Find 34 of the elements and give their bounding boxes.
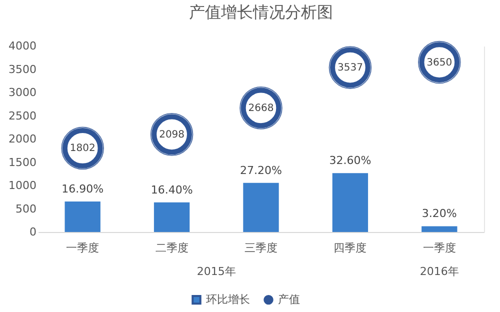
bar: [243, 182, 279, 232]
x-tick-label: 二季度: [155, 242, 188, 254]
x-tick-label: 一季度: [66, 242, 100, 254]
data-label: 27.20%: [240, 164, 282, 177]
y-tick-label: 500: [16, 202, 36, 216]
data-label: 2668: [248, 102, 274, 114]
y-tick-label: 2000: [8, 132, 36, 146]
text: 2016年: [420, 265, 459, 278]
data-label: 1802: [70, 143, 96, 154]
y-tick-label: 3000: [8, 86, 36, 99]
bar: [154, 202, 190, 232]
data-label: 16.40%: [150, 183, 193, 196]
x-tick-label: 四季度: [334, 242, 367, 254]
data-label: 32.60%: [329, 154, 372, 168]
data-label: 2098: [159, 129, 185, 140]
chart-title: 产值增长情况分析图: [189, 2, 333, 22]
legend-label: 产值: [278, 292, 300, 306]
text: 2015年: [196, 265, 236, 278]
y-tick-label: 1000: [8, 179, 36, 192]
data-label: 3650: [426, 57, 452, 68]
y-tick-label: 3500: [8, 62, 36, 76]
y-tick-label: 1500: [8, 156, 36, 169]
data-label: 3537: [337, 62, 363, 74]
y-tick-label: 0: [30, 226, 36, 238]
bar: [64, 201, 100, 232]
y-tick-label: 4000: [8, 40, 36, 52]
y-tick-label: 2500: [8, 109, 36, 122]
legend-label: 环比增长: [206, 292, 250, 306]
data-label: 3.20%: [422, 207, 457, 220]
bar: [332, 173, 368, 232]
x-tick-label: 三季度: [244, 242, 278, 254]
bar: [422, 226, 458, 232]
data-label: 16.90%: [62, 182, 104, 196]
x-tick-label: 一季度: [422, 242, 456, 254]
